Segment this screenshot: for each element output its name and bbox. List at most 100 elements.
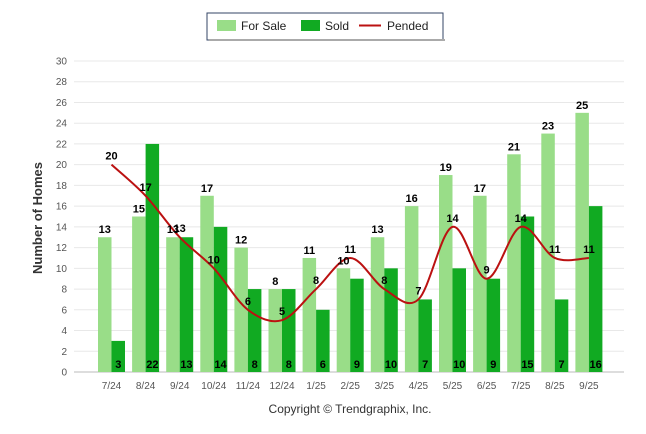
- x-tick-label: 8/24: [136, 381, 156, 392]
- label-sold: 10: [385, 359, 397, 371]
- legend-label-pended: Pended: [387, 19, 428, 33]
- bar-sold: [418, 299, 432, 372]
- label-pended: 8: [381, 275, 387, 287]
- bar-for-sale: [268, 289, 282, 372]
- y-tick-label: 8: [61, 285, 67, 296]
- y-tick-label: 10: [56, 264, 68, 275]
- label-pended: 17: [139, 182, 151, 194]
- x-tick-label: 7/25: [511, 381, 531, 392]
- label-pended: 20: [105, 151, 117, 163]
- bars: [98, 112, 603, 372]
- bar-for-sale: [200, 195, 214, 372]
- label-pended: 14: [515, 213, 528, 225]
- bar-for-sale: [336, 268, 351, 372]
- x-tick-label: 8/25: [545, 381, 565, 392]
- bar-sold: [520, 216, 535, 372]
- bar-for-sale: [234, 247, 248, 372]
- label-pended: 10: [208, 254, 220, 266]
- bar-for-sale: [370, 237, 385, 372]
- label-sold: 10: [453, 359, 465, 371]
- y-tick-label: 30: [56, 57, 68, 68]
- label-for-sale: 15: [133, 204, 145, 216]
- y-tick-label: 24: [56, 119, 68, 130]
- x-tick-label: 5/25: [443, 381, 463, 392]
- label-sold: 8: [286, 359, 292, 371]
- bar-sold: [179, 237, 194, 372]
- label-for-sale: 16: [406, 193, 418, 205]
- legend-swatch-sold: [301, 20, 320, 31]
- bar-for-sale: [507, 154, 521, 372]
- y-axis-title: Number of Homes: [30, 162, 45, 274]
- label-for-sale: 13: [99, 224, 111, 236]
- label-pended: 11: [549, 244, 561, 256]
- pended-line: [110, 163, 589, 323]
- x-tick-label: 4/25: [409, 381, 429, 392]
- bar-for-sale: [98, 237, 112, 372]
- x-tick-label: 9/24: [170, 381, 190, 392]
- y-tick-label: 20: [56, 160, 68, 171]
- label-for-sale: 23: [542, 121, 554, 133]
- y-tick-label: 18: [56, 181, 68, 192]
- bar-sold: [111, 340, 125, 372]
- label-for-sale: 8: [272, 276, 278, 288]
- y-tick-label: 28: [56, 77, 68, 88]
- label-pended: 8: [313, 275, 319, 287]
- label-sold: 8: [252, 359, 258, 371]
- x-tick-label: 12/24: [269, 381, 294, 392]
- label-pended: 9: [484, 265, 490, 277]
- label-sold: 13: [180, 359, 192, 371]
- bar-sold: [316, 309, 330, 372]
- label-sold: 22: [146, 359, 158, 371]
- label-pended: 6: [245, 296, 251, 308]
- label-for-sale: 13: [167, 224, 179, 236]
- label-pended: 5: [279, 306, 285, 318]
- label-for-sale: 13: [371, 224, 383, 236]
- y-tick-label: 2: [61, 347, 67, 358]
- bar-sold: [452, 268, 466, 372]
- label-for-sale: 21: [508, 141, 520, 153]
- legend: For Sale Sold Pended: [206, 12, 445, 41]
- legend-swatch-for-sale: [217, 20, 236, 31]
- label-for-sale: 17: [201, 183, 213, 195]
- label-pended: 7: [415, 285, 421, 297]
- bar-sold: [247, 289, 262, 372]
- label-pended: 14: [446, 213, 459, 225]
- label-sold: 7: [422, 359, 428, 371]
- bar-for-sale: [404, 206, 419, 372]
- label-for-sale: 10: [337, 255, 349, 267]
- bar-for-sale: [132, 216, 146, 372]
- label-sold: 6: [320, 359, 326, 371]
- y-tick-label: 4: [61, 326, 67, 337]
- bar-sold: [282, 289, 296, 372]
- bar-for-sale: [575, 112, 589, 372]
- y-tick-label: 16: [56, 202, 68, 213]
- x-tick-label: 9/25: [579, 381, 599, 392]
- label-sold: 3: [115, 359, 121, 371]
- x-axis-ticks: 7/24 8/24 9/24 10/24 11/24 12/24 1/25 2/25 3/25 4…: [102, 381, 599, 392]
- data-labels: 1331522131317141288811610913101671910179…: [99, 100, 602, 371]
- y-tick-label: 12: [56, 243, 68, 254]
- y-tick-label: 22: [56, 139, 68, 150]
- label-sold: 16: [590, 359, 602, 371]
- x-tick-label: 7/24: [102, 381, 122, 392]
- bar-for-sale: [473, 195, 487, 372]
- bar-sold: [554, 299, 569, 372]
- label-for-sale: 11: [304, 245, 316, 257]
- bar-sold: [588, 206, 603, 372]
- legend-shadow: [209, 39, 445, 41]
- label-pended: 11: [344, 244, 356, 256]
- label-for-sale: 17: [474, 183, 486, 195]
- bar-sold: [145, 143, 160, 372]
- x-tick-label: 11/24: [236, 381, 261, 392]
- y-tick-label: 14: [56, 222, 68, 233]
- label-sold: 9: [354, 359, 360, 371]
- label-for-sale: 25: [576, 100, 588, 112]
- bar-for-sale: [166, 237, 180, 372]
- pended-line-group: [110, 163, 589, 323]
- bar-sold: [486, 278, 501, 372]
- x-tick-label: 6/25: [477, 381, 497, 392]
- label-for-sale: 19: [440, 162, 452, 174]
- x-tick-label: 1/25: [306, 381, 326, 392]
